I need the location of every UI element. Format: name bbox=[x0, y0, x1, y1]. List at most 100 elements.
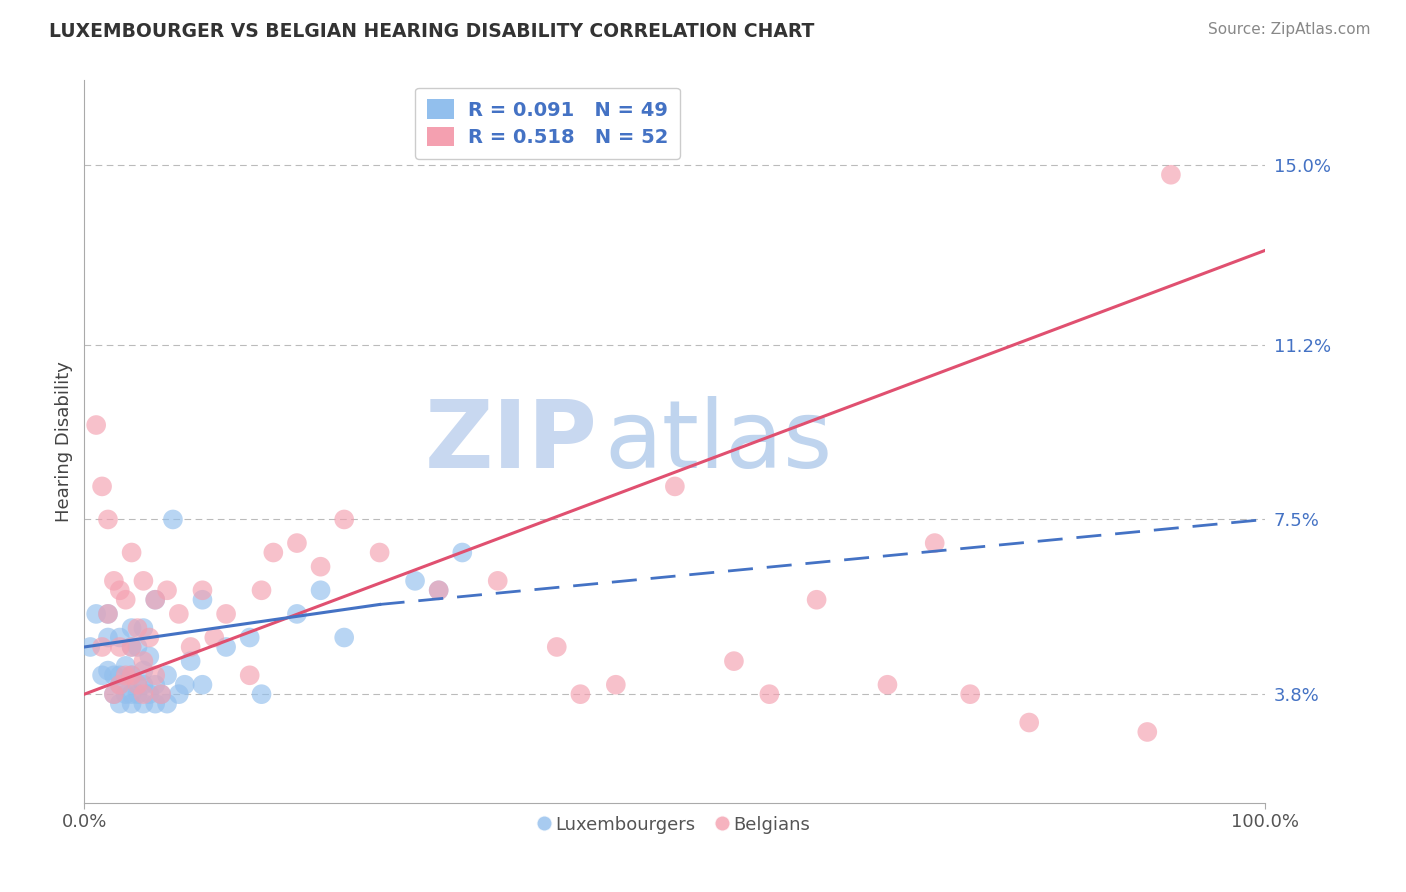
Point bbox=[285, 536, 308, 550]
Point bbox=[156, 668, 179, 682]
Point bbox=[91, 479, 114, 493]
Point bbox=[121, 668, 143, 682]
Point bbox=[215, 607, 238, 621]
Point bbox=[173, 678, 195, 692]
Point bbox=[143, 678, 166, 692]
Legend: Luxembourgers, Belgians: Luxembourgers, Belgians bbox=[531, 808, 818, 841]
Point bbox=[138, 687, 160, 701]
Point bbox=[215, 640, 238, 654]
Point bbox=[150, 687, 173, 701]
Point bbox=[156, 697, 179, 711]
Point bbox=[546, 640, 568, 654]
Point bbox=[103, 668, 125, 682]
Point bbox=[180, 654, 202, 668]
Point bbox=[121, 545, 143, 559]
Point bbox=[132, 697, 155, 711]
Point bbox=[108, 583, 131, 598]
Point bbox=[143, 592, 166, 607]
Point bbox=[97, 512, 120, 526]
Point bbox=[132, 678, 155, 692]
Point bbox=[121, 668, 143, 682]
Point bbox=[285, 607, 308, 621]
Point bbox=[162, 512, 184, 526]
Point bbox=[486, 574, 509, 588]
Point bbox=[132, 621, 155, 635]
Point bbox=[427, 583, 450, 598]
Point bbox=[1160, 168, 1182, 182]
Text: ZIP: ZIP bbox=[425, 395, 598, 488]
Point bbox=[959, 687, 981, 701]
Point bbox=[108, 668, 131, 682]
Point bbox=[132, 664, 155, 678]
Point bbox=[333, 631, 356, 645]
Point bbox=[143, 668, 166, 682]
Point bbox=[84, 417, 107, 432]
Point bbox=[97, 607, 120, 621]
Point bbox=[103, 687, 125, 701]
Point bbox=[368, 545, 391, 559]
Point bbox=[191, 678, 214, 692]
Point bbox=[143, 697, 166, 711]
Point bbox=[103, 574, 125, 588]
Point bbox=[202, 631, 225, 645]
Point bbox=[664, 479, 686, 493]
Y-axis label: Hearing Disability: Hearing Disability bbox=[55, 361, 73, 522]
Point bbox=[114, 592, 136, 607]
Point bbox=[127, 640, 149, 654]
Point bbox=[108, 678, 131, 692]
Point bbox=[132, 687, 155, 701]
Point bbox=[167, 607, 190, 621]
Point bbox=[150, 687, 173, 701]
Point bbox=[309, 559, 332, 574]
Point bbox=[79, 640, 101, 654]
Point bbox=[723, 654, 745, 668]
Point bbox=[605, 678, 627, 692]
Point bbox=[191, 583, 214, 598]
Point bbox=[108, 697, 131, 711]
Point bbox=[758, 687, 780, 701]
Point bbox=[108, 631, 131, 645]
Point bbox=[1018, 715, 1040, 730]
Point bbox=[167, 687, 190, 701]
Point bbox=[156, 583, 179, 598]
Point bbox=[132, 574, 155, 588]
Point bbox=[250, 583, 273, 598]
Point bbox=[121, 621, 143, 635]
Point bbox=[180, 640, 202, 654]
Point bbox=[114, 658, 136, 673]
Text: atlas: atlas bbox=[605, 395, 832, 488]
Point bbox=[262, 545, 284, 559]
Point bbox=[239, 631, 262, 645]
Point bbox=[143, 592, 166, 607]
Point bbox=[569, 687, 592, 701]
Point bbox=[91, 640, 114, 654]
Point bbox=[127, 621, 149, 635]
Point bbox=[404, 574, 426, 588]
Point bbox=[84, 607, 107, 621]
Point bbox=[114, 687, 136, 701]
Point bbox=[138, 649, 160, 664]
Point bbox=[132, 654, 155, 668]
Point bbox=[121, 697, 143, 711]
Point bbox=[876, 678, 898, 692]
Text: Source: ZipAtlas.com: Source: ZipAtlas.com bbox=[1208, 22, 1371, 37]
Point bbox=[127, 678, 149, 692]
Point bbox=[108, 640, 131, 654]
Point bbox=[97, 607, 120, 621]
Point bbox=[427, 583, 450, 598]
Point bbox=[97, 631, 120, 645]
Point bbox=[114, 668, 136, 682]
Point bbox=[121, 640, 143, 654]
Point bbox=[103, 687, 125, 701]
Point bbox=[138, 631, 160, 645]
Point bbox=[91, 668, 114, 682]
Point bbox=[239, 668, 262, 682]
Point bbox=[121, 687, 143, 701]
Point bbox=[250, 687, 273, 701]
Point bbox=[191, 592, 214, 607]
Point bbox=[127, 687, 149, 701]
Point bbox=[121, 640, 143, 654]
Point bbox=[806, 592, 828, 607]
Point bbox=[924, 536, 946, 550]
Text: LUXEMBOURGER VS BELGIAN HEARING DISABILITY CORRELATION CHART: LUXEMBOURGER VS BELGIAN HEARING DISABILI… bbox=[49, 22, 814, 41]
